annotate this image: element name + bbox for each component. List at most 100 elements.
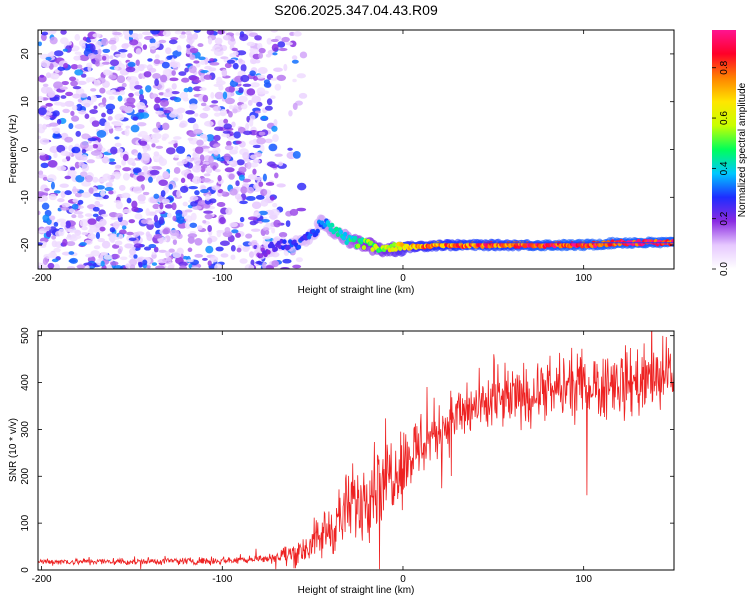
heatmap-noise-cell (281, 36, 290, 43)
x-tick-label: -200 (32, 574, 52, 585)
heatmap-noise-cell (87, 137, 98, 142)
heatmap-noise-cell (236, 247, 242, 253)
heatmap-noise-cell (158, 179, 169, 186)
heatmap-noise-cell (207, 237, 213, 244)
heatmap-noise-cell (145, 85, 152, 93)
heatmap-noise-cell (61, 202, 71, 208)
heatmap-noise-cell (141, 31, 152, 36)
heatmap-noise-cell (68, 208, 76, 214)
heatmap-noise-cell (148, 67, 157, 73)
heatmap-noise-cell (186, 33, 194, 41)
heatmap-noise-cell (174, 30, 182, 35)
heatmap-noise-cell (90, 94, 97, 103)
heatmap-noise-cell (107, 116, 113, 121)
heatmap-noise-cell (218, 112, 226, 116)
heatmap-noise-cell (224, 167, 235, 173)
heatmap-ridge-cell (282, 239, 287, 245)
heatmap-ridge-cell (266, 249, 271, 255)
heatmap-noise-cell (186, 173, 194, 180)
heatmap-noise-cell (166, 55, 173, 61)
heatmap-noise-cell (186, 259, 194, 263)
heatmap-noise-cell (173, 167, 181, 174)
heatmap-noise-cell (188, 186, 198, 190)
heatmap-noise-cell (184, 67, 189, 73)
heatmap-noise-cell (193, 157, 201, 166)
heatmap-noise-cell (179, 34, 186, 39)
heatmap-noise-cell (57, 198, 65, 203)
heatmap-noise-cell (141, 152, 151, 161)
heatmap-noise-cell (92, 206, 100, 212)
heatmap-noise-cell (269, 163, 279, 168)
heatmap-noise-cell (42, 83, 49, 87)
heatmap-noise-cell (171, 83, 177, 90)
heatmap-noise-cell (165, 256, 172, 262)
heatmap-noise-cell (107, 125, 113, 130)
heatmap-noise-cell (250, 259, 255, 266)
heatmap-noise-cell (200, 74, 206, 81)
heatmap-noise-cell (100, 213, 109, 218)
heatmap-noise-cell (200, 70, 210, 74)
heatmap-noise-cell (114, 113, 125, 121)
heatmap-noise-cell (245, 233, 253, 239)
heatmap-noise-cell (196, 139, 204, 146)
heatmap-noise-cell (234, 146, 239, 152)
heatmap-noise-cell (214, 112, 221, 117)
heatmap-noise-cell (151, 251, 157, 255)
heatmap-noise-cell (240, 103, 248, 110)
y-tick-label: 200 (20, 467, 31, 484)
heatmap-noise-cell (162, 91, 173, 98)
heatmap-noise-cell (69, 257, 78, 264)
heatmap-noise-cell (192, 123, 199, 131)
heatmap-y-ticks: 20 10 0 -10 -20 (20, 48, 674, 252)
heatmap-noise-cell (84, 113, 90, 119)
heatmap-noise-cell (246, 161, 252, 170)
heatmap-noise-cell (230, 37, 236, 42)
heatmap-noise-cell (68, 251, 75, 255)
heatmap-noise-cell (70, 63, 79, 70)
heatmap-noise-cell (201, 177, 211, 183)
heatmap-noise-cell (114, 164, 121, 171)
heatmap-noise-cell (299, 51, 308, 59)
heatmap-noise-cell (221, 69, 228, 77)
heatmap-noise-cell (124, 101, 134, 107)
heatmap-noise-cell (87, 64, 92, 72)
heatmap-noise-cell (80, 171, 88, 177)
heatmap-noise-cell (52, 128, 61, 134)
heatmap-noise-cell (188, 103, 198, 110)
heatmap-noise-cell (153, 58, 161, 65)
heatmap-noise-cell (110, 146, 118, 155)
heatmap-noise-cell (173, 154, 180, 159)
heatmap-noise-cell (134, 85, 143, 90)
heatmap-noise-cell (108, 74, 117, 80)
heatmap-noise-cell (57, 66, 66, 71)
heatmap-noise-cell (45, 56, 52, 61)
heatmap-noise-cell (56, 165, 67, 171)
heatmap-noise-cell (258, 47, 266, 54)
heatmap-noise-cell (58, 228, 65, 237)
heatmap-noise-cell (129, 264, 136, 269)
heatmap-noise-cell (236, 50, 247, 56)
heatmap-noise-cell (262, 173, 267, 182)
heatmap-noise-cell (139, 94, 145, 101)
heatmap-noise-cell (250, 82, 260, 88)
heatmap-noise-cell (53, 152, 58, 159)
heatmap-noise-cell (214, 91, 224, 100)
heatmap-noise-cell (158, 92, 165, 96)
heatmap-noise-cell (265, 229, 270, 235)
heatmap-noise-cell (212, 144, 220, 148)
heatmap-noise-cell (182, 201, 189, 207)
heatmap-noise-cell (185, 215, 193, 223)
heatmap-noise-cell (119, 219, 129, 227)
heatmap-noise-cell (110, 44, 117, 51)
heatmap-noise-cell (223, 118, 229, 124)
heatmap-noise-cell (234, 193, 242, 200)
heatmap-noise-cell (221, 191, 226, 195)
heatmap-noise-cell (191, 165, 202, 173)
heatmap-noise-cell (41, 31, 49, 36)
heatmap-noise-cell (233, 51, 239, 56)
heatmap-noise-cell (155, 110, 164, 115)
heatmap-noise-cell (211, 100, 219, 104)
heatmap-noise-cell (186, 44, 191, 49)
heatmap-noise-cell (202, 94, 209, 103)
heatmap-noise-cell (85, 253, 94, 258)
